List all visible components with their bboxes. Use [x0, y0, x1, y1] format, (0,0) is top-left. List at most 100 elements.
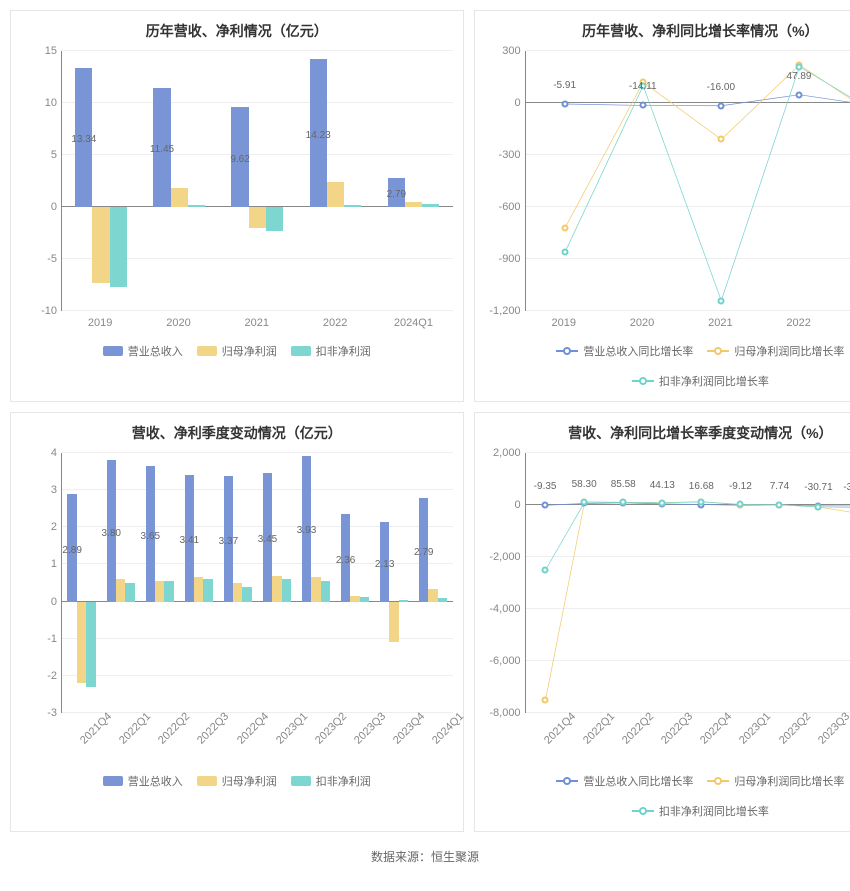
bar-value-label: 13.34	[71, 134, 96, 145]
y-tick: -1	[47, 633, 57, 645]
y-axis: -1,200-900-600-3000300	[485, 51, 525, 311]
legend-item[interactable]: 归母净利润同比增长率	[707, 773, 844, 789]
legend-item[interactable]: 扣非净利润同比增长率	[632, 803, 769, 819]
bar	[194, 577, 203, 601]
legend-swatch	[632, 377, 654, 385]
point-value-label: -5.91	[553, 80, 576, 91]
series-marker	[815, 503, 822, 510]
series-marker	[698, 498, 705, 505]
bar-value-label: 3.80	[101, 528, 120, 539]
point-value-label: 16.68	[689, 480, 714, 491]
series-marker	[717, 297, 724, 304]
legend-label: 营业总收入	[128, 343, 183, 359]
y-tick: -2	[47, 670, 57, 682]
legend: 营业总收入 归母净利润 扣非净利润	[21, 773, 453, 789]
series-marker	[659, 499, 666, 506]
bar	[360, 597, 369, 601]
bar	[327, 182, 344, 207]
point-value-label: -14.11	[629, 81, 657, 92]
legend: 营业总收入同比增长率归母净利润同比增长率扣非净利润同比增长率	[485, 773, 850, 819]
bar-value-label: 3.41	[180, 535, 199, 546]
bar	[164, 581, 173, 601]
bar	[125, 583, 134, 602]
series-line	[565, 95, 850, 107]
legend-item[interactable]: 营业总收入	[103, 773, 183, 789]
bar	[428, 589, 437, 602]
bar	[272, 576, 281, 602]
bar	[266, 207, 283, 231]
y-axis: -10-5051015	[21, 51, 61, 311]
y-tick: 15	[45, 45, 57, 57]
y-tick: -10	[41, 305, 57, 317]
bar	[405, 202, 422, 207]
legend-swatch	[556, 777, 578, 785]
chart-area-bl: -3-2-101234 2.893.803.653.413.373.453.93…	[21, 453, 453, 713]
bar-group: 3.41	[179, 453, 218, 713]
bar-value-label: 9.62	[230, 154, 249, 165]
bar-group: 2.79	[374, 51, 452, 311]
legend-item[interactable]: 扣非净利润	[291, 343, 371, 359]
legend: 营业总收入归母净利润扣非净利润	[21, 343, 453, 359]
point-value-label: -30.71	[804, 482, 832, 493]
panel-title: 历年营收、净利情况（亿元）	[21, 21, 453, 41]
bar	[188, 205, 205, 207]
data-source-footer: 数据来源：恒生聚源	[0, 842, 850, 879]
bar	[311, 577, 320, 601]
panel-title: 营收、净利季度变动情况（亿元）	[21, 423, 453, 443]
series-marker	[581, 499, 588, 506]
bar	[399, 600, 408, 602]
plot: -5.91-14.11-16.0047.89-19.19	[525, 51, 850, 311]
series-marker	[561, 249, 568, 256]
x-tick: 2020	[603, 311, 681, 329]
bar-group: 13.34	[62, 51, 140, 311]
series-line	[565, 67, 850, 301]
point-value-label: -36.91	[843, 482, 850, 493]
bar-groups: 2.893.803.653.413.373.453.932.362.132.79	[62, 453, 453, 713]
bar	[344, 205, 361, 207]
legend-swatch	[632, 807, 654, 815]
panel-quarterly-revenue-profit: 营收、净利季度变动情况（亿元） -3-2-101234 2.893.803.65…	[10, 412, 464, 832]
y-tick: 2	[51, 521, 57, 533]
bar	[116, 579, 125, 601]
bar-group: 2.79	[414, 453, 453, 713]
bar	[422, 204, 439, 207]
panel-annual-revenue-profit: 历年营收、净利情况（亿元） -10-5051015 13.3411.459.62…	[10, 10, 464, 402]
legend-swatch	[707, 777, 729, 785]
bar	[321, 581, 330, 601]
bar-groups: 13.3411.459.6214.232.79	[62, 51, 453, 311]
bar-value-label: 14.23	[306, 130, 331, 141]
bar	[249, 207, 266, 228]
point-value-label: -9.35	[534, 481, 557, 492]
point-value-label: -9.12	[729, 481, 752, 492]
bar-value-label: 2.13	[375, 559, 394, 570]
bar	[389, 602, 398, 643]
bar	[438, 598, 447, 602]
legend-item[interactable]: 归母净利润同比增长率	[707, 343, 844, 359]
x-tick: 2022	[296, 311, 374, 329]
legend-item[interactable]: 归母净利润	[197, 343, 277, 359]
bar-group: 2.13	[375, 453, 414, 713]
legend-item[interactable]: 营业总收入同比增长率	[556, 343, 693, 359]
series-marker	[737, 501, 744, 508]
legend-swatch	[556, 347, 578, 355]
legend-item[interactable]: 营业总收入	[103, 343, 183, 359]
legend-label: 归母净利润	[222, 773, 277, 789]
series-marker	[542, 502, 549, 509]
point-value-label: 44.13	[650, 480, 675, 491]
y-tick: 2,000	[493, 447, 521, 459]
legend-item[interactable]: 营业总收入同比增长率	[556, 773, 693, 789]
bar-value-label: 3.45	[258, 534, 277, 545]
bar-value-label: 2.89	[62, 545, 81, 556]
bar-value-label: 3.37	[219, 536, 238, 547]
plot: 2.893.803.653.413.373.453.932.362.132.79	[61, 453, 453, 713]
legend-label: 扣非净利润	[316, 773, 371, 789]
legend-swatch	[103, 346, 123, 356]
legend-item[interactable]: 扣非净利润同比增长率	[632, 373, 769, 389]
panel-title: 营收、净利同比增长率季度变动情况（%）	[485, 423, 850, 443]
legend-item[interactable]: 归母净利润	[197, 773, 277, 789]
legend-item[interactable]: 扣非净利润	[291, 773, 371, 789]
bar	[233, 583, 242, 602]
series-marker	[795, 63, 802, 70]
bar-group: 3.93	[296, 453, 335, 713]
bar	[110, 207, 127, 287]
